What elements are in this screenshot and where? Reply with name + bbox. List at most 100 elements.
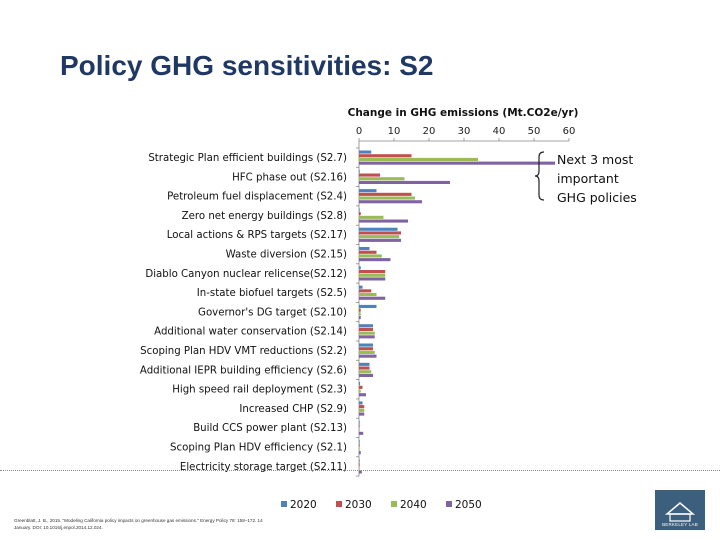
bar-2030-15 [359,424,360,428]
bar-2020-8 [359,285,363,289]
bar-2040-13 [359,389,361,393]
category-label: Increased CHP (S2.9) [239,404,347,415]
legend-label-2020: 2020 [290,499,317,511]
bar-2050-15 [359,431,364,435]
bar-2020-4 [359,208,360,212]
bar-2030-12 [359,366,370,370]
bar-2040-9 [359,312,361,316]
berkeley-lab-logo: BERKELEY LAB [655,490,705,530]
bar-2040-3 [359,196,415,200]
bar-2050-1 [359,161,555,165]
category-label: Build CCS power plant (S2.13) [193,423,347,434]
bar-2040-15 [359,428,360,432]
bar-2050-13 [359,393,366,397]
bar-2020-10 [359,324,373,328]
legend-swatch-2020 [281,501,287,507]
footer-divider [0,470,720,471]
legend-swatch-2040 [391,501,397,507]
x-tick-label: 50 [528,126,541,137]
category-label: Diablo Canyon nuclear relicense(S2.12) [145,269,347,280]
x-tick-label: 10 [388,126,401,137]
note-line-3: GHG policies [557,190,637,205]
note-line-2: important [557,171,619,186]
category-label: Zero net energy buildings (S2.8) [182,211,347,222]
bar-2020-7 [359,266,361,270]
top-three-brace [534,151,545,201]
category-label: Additional water conservation (S2.14) [154,327,347,338]
bar-2020-5 [359,227,398,231]
x-tick-label: 60 [563,126,576,137]
legend-label-2050: 2050 [455,499,482,511]
bar-2020-16 [359,440,360,444]
bar-2020-6 [359,247,370,251]
bar-2030-17 [359,463,360,467]
bar-2040-6 [359,254,382,258]
bar-2030-10 [359,327,373,331]
bar-2030-11 [359,347,373,351]
bar-2050-3 [359,200,422,204]
bar-2040-7 [359,273,386,277]
note-line-1: Next 3 most [557,152,634,167]
bar-2030-13 [359,385,363,389]
bar-2040-14 [359,408,365,412]
citation-line-2: January. DOI: 10.1016/j.enpol.2014.12.02… [14,525,103,530]
category-label: Governor's DG target (S2.10) [198,307,347,318]
citation: Greenblatt, J. B., 2015. "Modeling Calif… [14,517,263,531]
bar-2050-12 [359,373,373,377]
bar-2020-11 [359,343,373,347]
bar-2030-3 [359,192,412,196]
category-label: High speed rail deployment (S2.3) [172,385,347,396]
chart-title: Change in GHG emissions (Mt.CO2e/yr) [348,107,579,119]
bar-2050-5 [359,238,401,242]
bar-2050-17 [359,470,362,474]
bar-2040-11 [359,350,375,354]
category-label: Scoping Plan HDV VMT reductions (S2.2) [140,346,347,357]
x-tick-label: 0 [356,126,362,137]
bar-2030-5 [359,231,401,235]
bar-2020-2 [359,169,360,173]
x-tick-label: 20 [423,126,436,137]
bar-2050-9 [359,316,361,320]
category-label: Strategic Plan efficient buildings (S2.7… [148,153,347,164]
bar-2050-14 [359,412,365,416]
bar-2050-8 [359,296,386,300]
bar-2030-6 [359,250,377,254]
category-label: Scoping Plan HDV efficiency (S2.1) [170,443,347,454]
bar-2020-9 [359,304,377,308]
category-label: Additional IEPR building efficiency (S2.… [140,365,347,376]
policy-callout-note: Next 3 most important GHG policies [557,150,657,207]
bar-2030-16 [359,443,360,447]
bar-2040-16 [359,447,360,451]
category-label: Waste diversion (S2.15) [226,250,347,261]
legend-swatch-2050 [446,501,452,507]
bar-2040-10 [359,331,375,335]
bar-2020-12 [359,362,370,366]
bar-2050-6 [359,258,391,262]
bar-2040-8 [359,293,377,297]
logo-text: BERKELEY LAB [662,522,698,527]
bar-2030-1 [359,154,412,158]
bar-2050-7 [359,277,386,281]
bar-2020-3 [359,189,377,193]
bar-2030-14 [359,405,365,409]
category-label: Petroleum fuel displacement (S2.4) [167,192,347,203]
category-label: Electricity storage target (S2.11) [180,462,347,473]
bar-2020-15 [359,420,360,424]
bar-2020-1 [359,150,372,154]
citation-line-1: Greenblatt, J. B., 2015. "Modeling Calif… [14,518,263,523]
bar-2020-14 [359,401,363,405]
legend-swatch-2030 [336,501,342,507]
bar-2030-8 [359,289,372,293]
bar-2050-16 [359,451,361,455]
category-label: Local actions & RPS targets (S2.17) [167,230,347,241]
x-tick-label: 40 [493,126,506,137]
bar-2040-5 [359,235,400,239]
bar-2040-12 [359,370,372,374]
bar-2050-2 [359,180,450,184]
bar-2020-17 [359,459,360,463]
bar-2040-17 [359,466,360,470]
bar-2030-4 [359,212,361,216]
x-tick-label: 30 [458,126,471,137]
bar-2040-4 [359,215,384,219]
